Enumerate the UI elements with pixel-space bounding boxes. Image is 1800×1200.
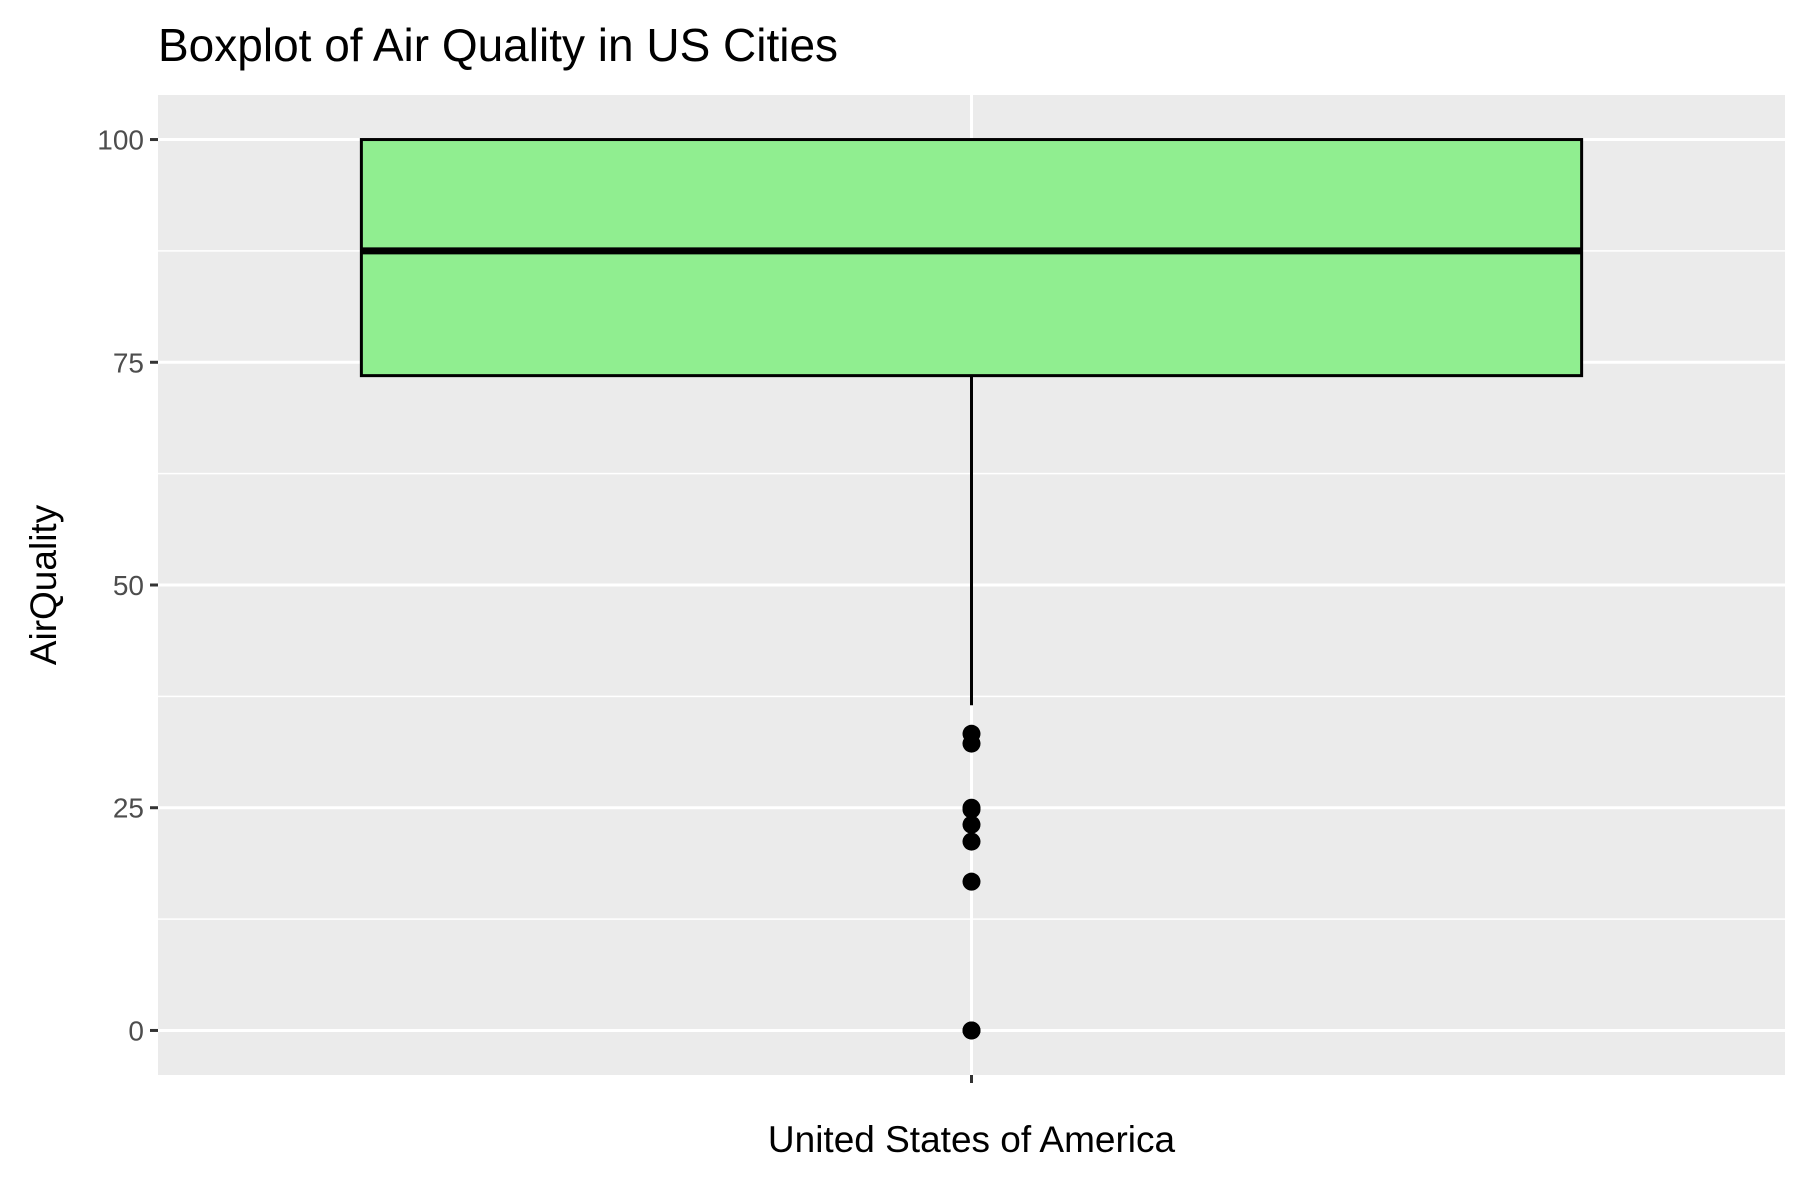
outlier-point [962, 832, 981, 851]
x-tick-label: United States of America [768, 1119, 1176, 1160]
y-tick-label: 0 [128, 1015, 144, 1046]
y-tick-label: 25 [113, 793, 144, 824]
y-tick-label: 75 [113, 347, 144, 378]
chart-title: Boxplot of Air Quality in US Cities [158, 19, 838, 71]
box-iqr [359, 138, 1584, 378]
outlier-point [962, 800, 981, 819]
x-axis: United States of America [768, 1075, 1176, 1160]
box-group [359, 138, 1584, 1040]
y-tick-label: 100 [97, 125, 144, 156]
outlier-point [962, 872, 981, 891]
y-tick-label: 50 [113, 570, 144, 601]
outlier-point [962, 815, 981, 834]
outlier-point [962, 1021, 981, 1040]
box-series [359, 138, 1584, 1040]
y-axis: 0 25 50 75 100 [97, 125, 158, 1046]
outlier-point [962, 734, 981, 753]
y-axis-title: AirQuality [23, 504, 64, 665]
